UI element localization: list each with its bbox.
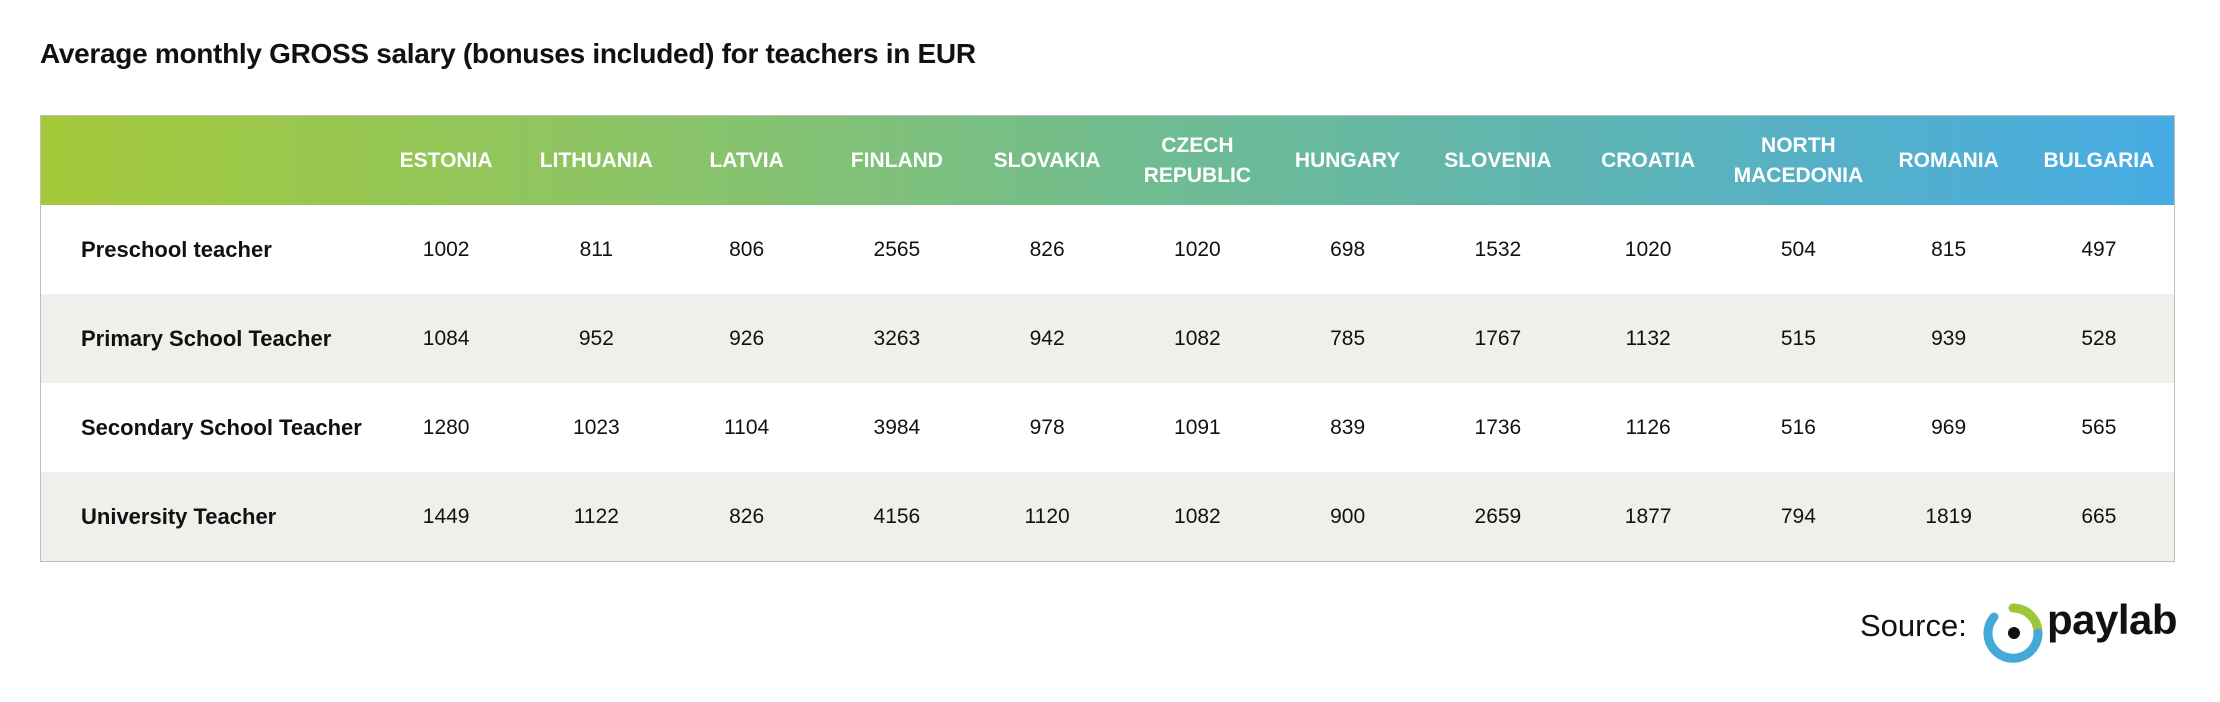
salary-table: ESTONIA LITHUANIA LATVIA FINLAND SLOVAKIA CZE… — [40, 115, 2175, 562]
column-header: NORTH MACEDONIA — [1733, 133, 1864, 187]
column-header: SLOVAKIA — [993, 148, 1101, 172]
source-label: Source: — [1860, 608, 1967, 643]
table-cell: 785 — [1330, 326, 1366, 350]
table-cell: 515 — [1780, 326, 1816, 350]
row-label: Preschool teacher — [81, 236, 272, 262]
row-label: Secondary School Teacher — [81, 414, 362, 440]
table-cell: 1280 — [422, 415, 470, 439]
header-corner — [41, 116, 371, 205]
table-cell: 815 — [1931, 237, 1967, 261]
table-cell: 806 — [729, 237, 765, 261]
column-header: ROMANIA — [1898, 148, 1999, 172]
table-cell: 1082 — [1174, 504, 1221, 528]
table-cell: 1084 — [422, 326, 470, 350]
table-cell: 942 — [1029, 326, 1065, 350]
table-cell: 839 — [1330, 415, 1366, 439]
table-cell: 952 — [578, 326, 614, 350]
table-cell: 926 — [729, 326, 765, 350]
column-header: LITHUANIA — [539, 148, 653, 172]
table-cell: 528 — [2081, 326, 2117, 350]
table-cell: 2659 — [1474, 504, 1522, 528]
table-cell: 826 — [729, 504, 765, 528]
table-row: Secondary School Teacher 1280 1023 1104 3984… — [41, 383, 2174, 472]
table-cell: 504 — [1780, 237, 1816, 261]
table-cell: 900 — [1330, 504, 1366, 528]
table-cell: 1120 — [1024, 504, 1070, 528]
column-header: SLOVENIA — [1444, 148, 1552, 172]
table-cell: 826 — [1029, 237, 1065, 261]
table-cell: 3984 — [873, 415, 921, 439]
column-header: HUNGARY — [1294, 148, 1401, 172]
table-row: University Teacher 1449 1122 826 4156 1120 108… — [41, 472, 2174, 561]
table-cell: 1122 — [573, 504, 619, 528]
table-cell: 1736 — [1474, 415, 1522, 439]
table-cell: 565 — [2081, 415, 2117, 439]
column-header: CROATIA — [1601, 148, 1696, 172]
table-cell: 1002 — [422, 237, 470, 261]
column-header: LATVIA — [709, 148, 784, 172]
table-cell: 698 — [1330, 237, 1366, 261]
column-header: BULGARIA — [2043, 148, 2155, 172]
table-cell: 794 — [1780, 504, 1816, 528]
table-cell: 1020 — [1624, 237, 1672, 261]
table-cell: 1767 — [1474, 326, 1522, 350]
table-cell: 1023 — [573, 415, 620, 439]
paylab-logo-icon — [1983, 603, 2043, 663]
table-cell: 1132 — [1625, 326, 1671, 350]
table-cell: 969 — [1931, 415, 1967, 439]
table-cell: 1020 — [1174, 237, 1221, 261]
table-cell: 1104 — [724, 415, 770, 439]
row-label: University Teacher — [81, 503, 277, 529]
source-brand: paylab — [2047, 596, 2178, 643]
table-cell: 1126 — [1625, 415, 1671, 439]
table-cell: 1082 — [1174, 326, 1221, 350]
table-cell: 1532 — [1474, 237, 1522, 261]
table-cell: 665 — [2081, 504, 2117, 528]
column-header: FINLAND — [850, 148, 943, 172]
table-cell: 2565 — [873, 237, 921, 261]
table-cell: 1819 — [1925, 504, 1972, 528]
table-cell: 3263 — [873, 326, 921, 350]
table-cell: 1449 — [422, 504, 470, 528]
table-row: Primary School Teacher 1084 952 926 3263 942 1… — [41, 294, 2174, 383]
table-row: Preschool teacher 1002 811 806 2565 826 1020 69… — [41, 205, 2174, 294]
table-cell: 1877 — [1624, 504, 1672, 528]
header-row: ESTONIA LITHUANIA LATVIA FINLAND SLOVAKIA CZE… — [41, 116, 2174, 205]
table-cell: 1091 — [1174, 415, 1221, 439]
column-header: CZECH REPUBLIC — [1143, 133, 1252, 187]
table-cell: 978 — [1029, 415, 1065, 439]
table-cell: 4156 — [873, 504, 921, 528]
table-cell: 939 — [1931, 326, 1967, 350]
column-header: ESTONIA — [399, 148, 493, 172]
table-cell: 811 — [579, 237, 614, 261]
table-cell: 497 — [2081, 237, 2117, 261]
row-label: Primary School Teacher — [81, 325, 332, 351]
table-body: Preschool teacher 1002 811 806 2565 826 1020 69… — [41, 205, 2174, 561]
chart-title: Average monthly GROSS salary (bonuses in… — [40, 38, 976, 69]
table-cell: 516 — [1780, 415, 1816, 439]
